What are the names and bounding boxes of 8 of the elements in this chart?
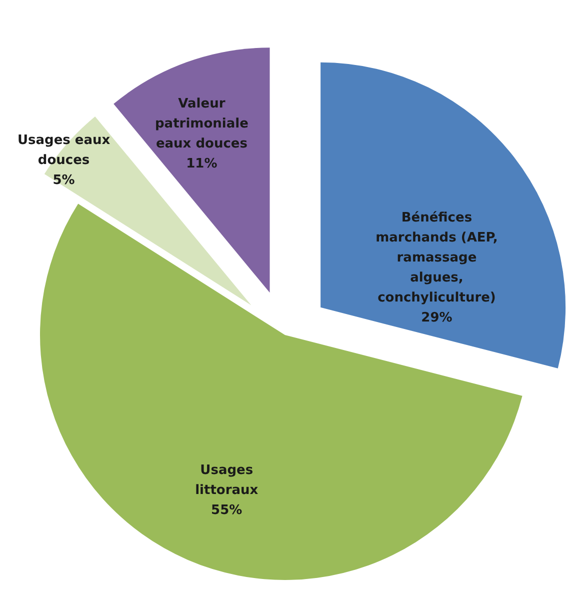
data-label: 11% [186,156,218,172]
slice-label: Valeur patrimoniale eaux douces [155,96,249,152]
slice-label: Usages littoraux [195,462,259,498]
data-label: 5% [52,172,75,188]
slice-label: Bénéfices marchands (AEP, ramassage algues, conchyliculture) [376,210,498,306]
slice-label: Usages eaux douces [17,132,111,168]
data-label: 55% [211,502,242,518]
data-label: 29% [421,310,452,326]
